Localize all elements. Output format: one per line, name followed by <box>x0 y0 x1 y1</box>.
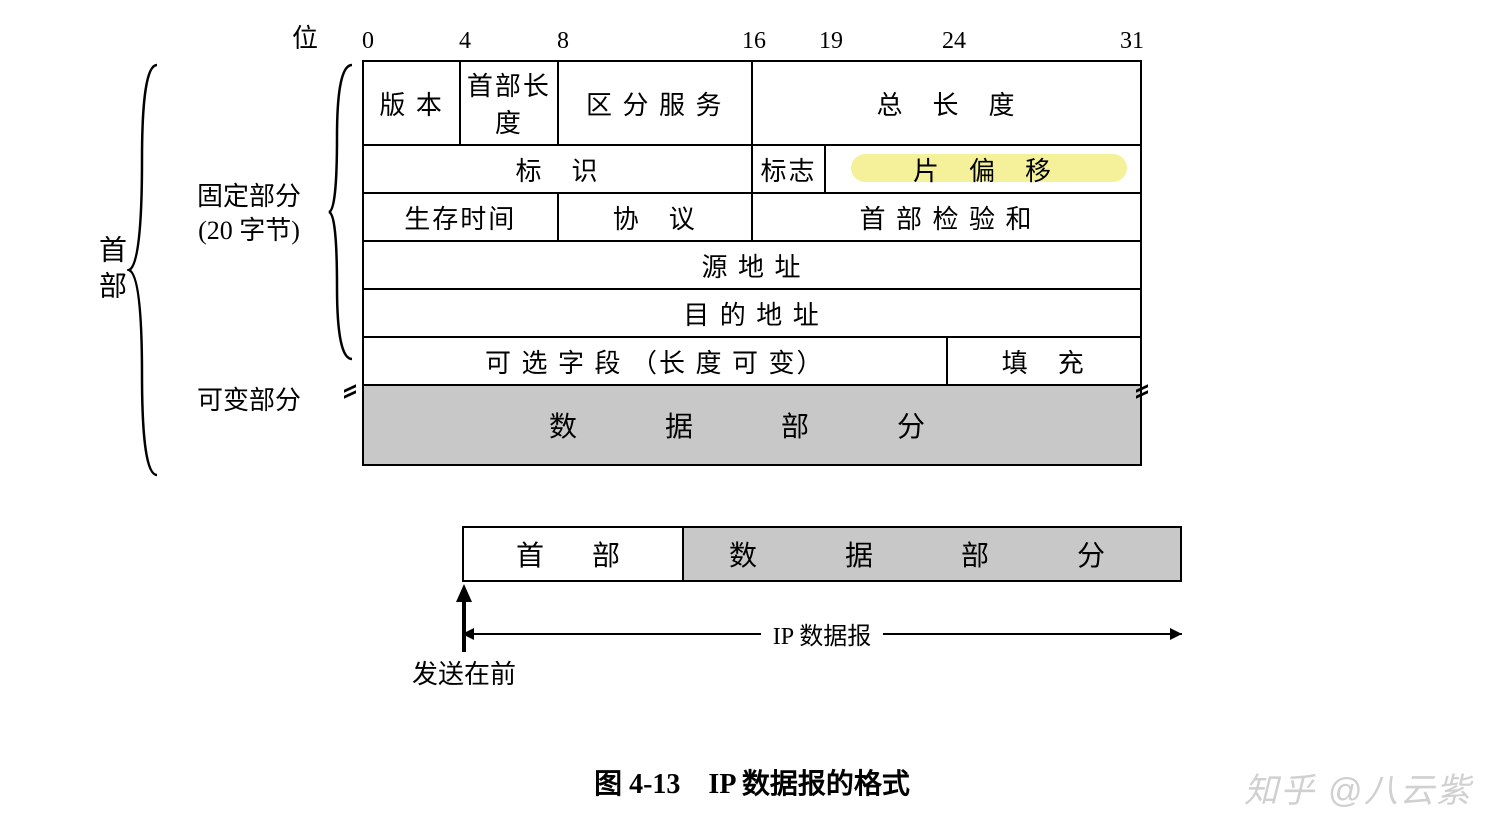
packet-data: 数 据 部 分 <box>684 528 1180 580</box>
bit-mark-19: 19 <box>819 28 843 55</box>
field-checksum: 首 部 检 验 和 <box>752 193 1141 241</box>
field-options: 可 选 字 段 （长 度 可 变） <box>363 337 947 385</box>
range-arrow-left-icon <box>462 633 761 635</box>
diagram-container: 位 0 4 8 16 19 24 31 首部 固定部分 (20 字节) 可变部分 <box>22 20 1482 802</box>
label-fixed-1: 固定部分 <box>197 180 301 214</box>
field-identification: 标 识 <box>363 145 752 193</box>
field-ttl: 生存时间 <box>363 193 558 241</box>
range-arrow: IP 数据报 <box>462 616 1182 651</box>
field-data-part: 数 据 部 分 <box>362 386 1142 466</box>
bit-mark-24: 24 <box>942 28 966 55</box>
label-header-vertical: 首部 <box>90 235 130 307</box>
ip-header-table: 版 本 首部长度 区 分 服 务 总 长 度 标 识 标志 片 偏 移 生存时间… <box>362 60 1142 386</box>
packet-header: 首 部 <box>464 528 684 580</box>
field-dscp: 区 分 服 务 <box>558 61 753 145</box>
field-ihl: 首部长度 <box>460 61 557 145</box>
main-area: 首部 固定部分 (20 字节) 可变部分 版 本 首部长度 区 分 服 务 总 … <box>22 60 1482 466</box>
field-version: 版 本 <box>363 61 460 145</box>
label-variable-part: 可变部分 <box>197 380 301 417</box>
field-fragment-offset-text: 片 偏 移 <box>913 157 1053 186</box>
bit-mark-31: 31 <box>1120 28 1144 55</box>
watermark: 知乎 @八云紫 <box>1244 763 1472 812</box>
left-labels: 首部 固定部分 (20 字节) 可变部分 <box>22 60 362 466</box>
bit-header-row: 位 0 4 8 16 19 24 31 <box>362 20 1482 60</box>
bit-mark-0: 0 <box>362 28 374 55</box>
field-total-length: 总 长 度 <box>752 61 1141 145</box>
table-row: 可 选 字 段 （长 度 可 变） 填 充 <box>363 337 1141 385</box>
tick-left-icon <box>344 385 356 399</box>
field-flags: 标志 <box>752 145 825 193</box>
packet-diagram: 首 部 数 据 部 分 IP 数据报 发送在前 <box>462 526 1482 582</box>
field-padding: 填 充 <box>947 337 1142 385</box>
brace-fixed-icon <box>327 62 357 362</box>
label-fixed-part: 固定部分 (20 字节) <box>197 180 301 248</box>
table-row: 版 本 首部长度 区 分 服 务 总 长 度 <box>363 61 1141 145</box>
table-area: 版 本 首部长度 区 分 服 务 总 长 度 标 识 标志 片 偏 移 生存时间… <box>362 60 1482 466</box>
bit-mark-8: 8 <box>557 28 569 55</box>
field-src-addr: 源 地 址 <box>363 241 1141 289</box>
table-row: 目 的 地 址 <box>363 289 1141 337</box>
bit-title: 位 <box>292 18 318 55</box>
packet-box: 首 部 数 据 部 分 <box>462 526 1182 582</box>
range-text: IP 数据报 <box>761 616 883 651</box>
bit-mark-4: 4 <box>459 28 471 55</box>
table-row: 生存时间 协 议 首 部 检 验 和 <box>363 193 1141 241</box>
bit-mark-16: 16 <box>742 28 766 55</box>
table-row: 标 识 标志 片 偏 移 <box>363 145 1141 193</box>
label-fixed-2: (20 字节) <box>197 214 301 248</box>
tick-right-icon <box>1136 385 1148 399</box>
send-first-label: 发送在前 <box>412 654 516 691</box>
table-row: 源 地 址 <box>363 241 1141 289</box>
field-dst-addr: 目 的 地 址 <box>363 289 1141 337</box>
field-protocol: 协 议 <box>558 193 753 241</box>
range-arrow-right-icon <box>883 633 1182 635</box>
field-fragment-offset: 片 偏 移 <box>825 145 1141 193</box>
brace-header-icon <box>127 60 167 480</box>
